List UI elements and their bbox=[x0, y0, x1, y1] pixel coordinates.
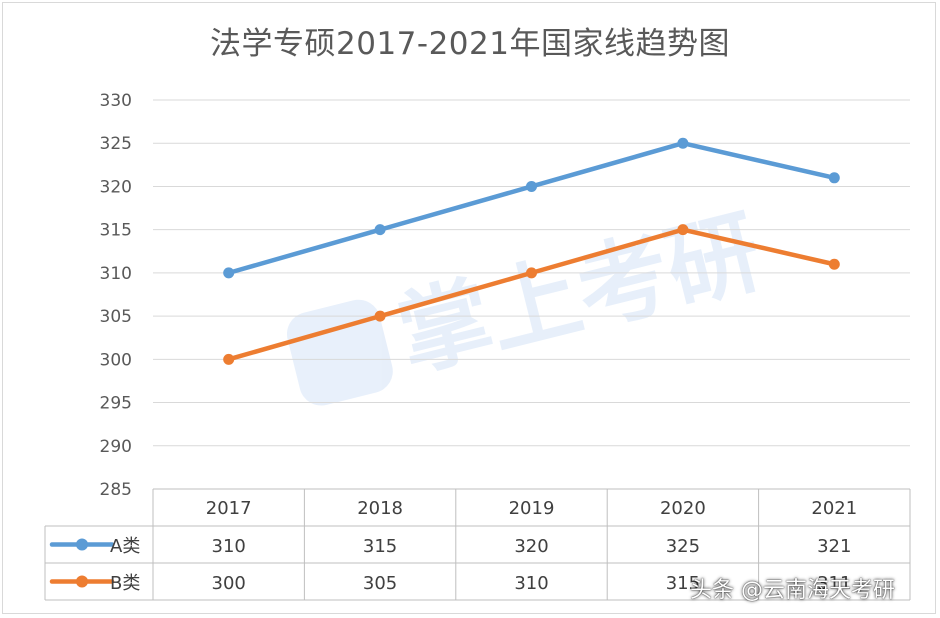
y-tick-label: 330 bbox=[100, 91, 132, 111]
data-point bbox=[526, 267, 537, 279]
x-tick-label: 2018 bbox=[357, 498, 403, 519]
y-tick-label: 290 bbox=[100, 437, 132, 457]
y-tick-label: 325 bbox=[100, 134, 132, 154]
y-tick-label: 300 bbox=[100, 350, 132, 370]
x-tick-label: 2020 bbox=[660, 498, 706, 519]
data-point bbox=[526, 180, 537, 192]
y-tick-label: 315 bbox=[100, 221, 132, 241]
legend-key-marker bbox=[76, 538, 88, 551]
legend-label: A类 bbox=[110, 536, 140, 557]
table-value: 310 bbox=[212, 536, 246, 557]
table-value: 310 bbox=[514, 573, 548, 594]
table-value: 320 bbox=[514, 536, 548, 557]
data-point bbox=[223, 353, 235, 365]
y-tick-label: 320 bbox=[100, 177, 132, 197]
x-tick-label: 2019 bbox=[509, 498, 555, 519]
table-value: 305 bbox=[363, 573, 397, 594]
table-value: 300 bbox=[212, 573, 246, 594]
data-point bbox=[223, 267, 235, 279]
logo-watermark: 掌上考研 bbox=[286, 198, 771, 406]
table-value: 315 bbox=[666, 573, 700, 594]
x-tick-label: 2021 bbox=[811, 498, 857, 519]
data-point bbox=[374, 224, 386, 236]
logo-watermark-text: 掌上考研 bbox=[388, 198, 771, 391]
y-tick-label: 305 bbox=[100, 307, 132, 327]
legend-label: B类 bbox=[110, 573, 140, 594]
credit-watermark: 头条 @云南海天考研 bbox=[690, 578, 895, 603]
logo-watermark-badge bbox=[286, 299, 393, 406]
y-tick-label: 310 bbox=[100, 264, 132, 284]
table-value: 325 bbox=[666, 536, 700, 557]
data-point bbox=[677, 224, 689, 236]
chart-title: 法学专硕2017-2021年国家线趋势图 bbox=[210, 26, 730, 62]
y-tick-label: 295 bbox=[100, 394, 132, 414]
x-tick-label: 2017 bbox=[206, 498, 252, 519]
table-value: 311 bbox=[817, 573, 851, 594]
data-point bbox=[828, 172, 840, 184]
y-tick-label: 285 bbox=[100, 480, 132, 500]
data-point bbox=[677, 137, 689, 149]
data-point bbox=[828, 258, 840, 270]
data-point bbox=[374, 310, 386, 322]
table-value: 315 bbox=[363, 536, 397, 557]
table-value: 321 bbox=[817, 536, 851, 557]
legend-key-marker bbox=[76, 575, 88, 588]
